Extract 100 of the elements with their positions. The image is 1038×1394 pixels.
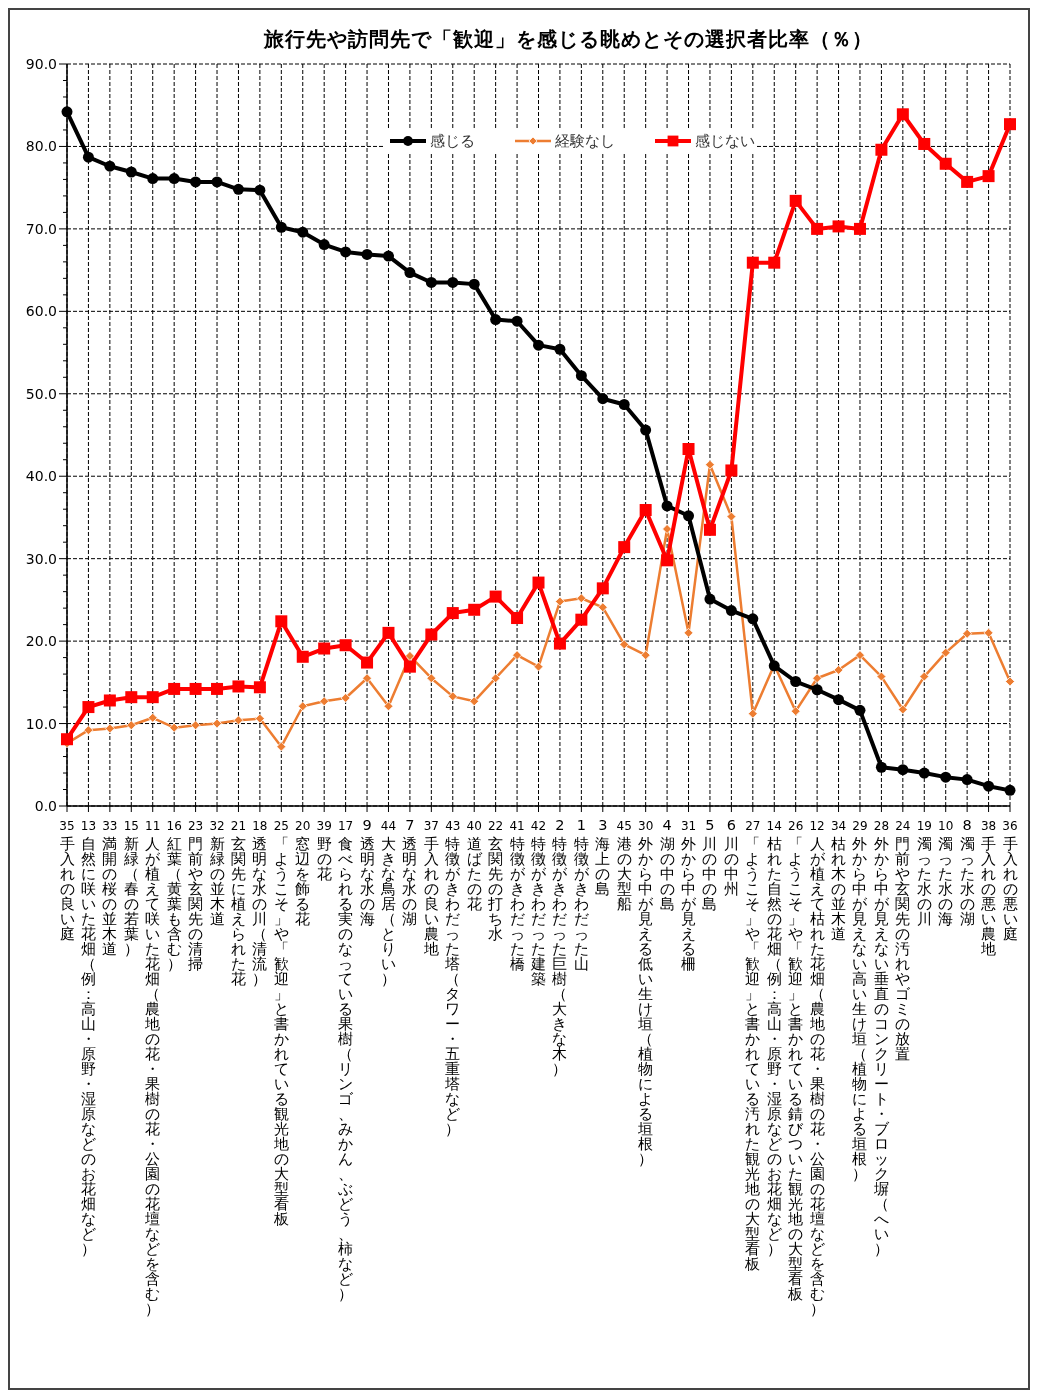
- point: [168, 173, 180, 185]
- point: [811, 222, 824, 235]
- point: [854, 704, 866, 716]
- category-label: 14 枯れた自然の花畑（例：高山・原野・湿原などのお花畑など）: [766, 819, 782, 1257]
- point: [725, 605, 737, 617]
- point: [746, 256, 759, 269]
- category-label: 21 玄関先に植えられた花: [230, 819, 247, 987]
- x-tick-label: 19 濁った水の川: [916, 819, 932, 927]
- point: [318, 642, 331, 655]
- point: [876, 671, 887, 682]
- point: [853, 222, 866, 235]
- category-label: 28 外から中が見えない垂直のコンクリート・ブロック塀（へい）: [873, 819, 890, 1257]
- point: [618, 541, 631, 554]
- point: [103, 694, 116, 707]
- point: [555, 596, 565, 607]
- x-tick-label: 8 濁った水の湖: [959, 817, 975, 927]
- point: [897, 704, 908, 715]
- category-label: 15 新緑（春の若葉）: [123, 819, 139, 957]
- point: [747, 708, 758, 719]
- point: [640, 424, 652, 436]
- point: [232, 680, 245, 693]
- point: [940, 771, 952, 783]
- point: [468, 278, 480, 290]
- point: [1005, 676, 1015, 687]
- point: [597, 602, 608, 613]
- category-label: 13 自然に咲いた花畑（例：高山・原野・湿原などのお花畑など）: [80, 819, 97, 1257]
- point: [961, 774, 973, 786]
- point: [147, 712, 158, 723]
- category-label: 18 透明な水の川（清流）: [252, 819, 268, 987]
- x-tick-label: 36 手入れの悪い庭: [1001, 819, 1018, 942]
- x-tick-label: 6 川の中州: [723, 817, 739, 897]
- category-label: 27 「ようこそ」や「歓迎」と書かれている汚れた観光地の大型看板: [745, 819, 761, 1272]
- point: [489, 590, 502, 603]
- point: [640, 650, 651, 661]
- point: [897, 764, 909, 776]
- x-tick-label: 10 濁った水の海: [938, 819, 954, 927]
- point: [1004, 784, 1016, 796]
- x-tick-label: 4 湖の中の島: [659, 817, 675, 912]
- point: [340, 693, 351, 703]
- point: [361, 656, 374, 669]
- point: [682, 443, 695, 456]
- x-tick-label: 40 道ばたの花: [466, 819, 483, 912]
- category-label: 2 特徴がきわだった巨樹（大きな木）: [552, 817, 568, 1077]
- point: [146, 691, 159, 704]
- point: [575, 613, 588, 626]
- point: [918, 137, 931, 150]
- category-label: 33 満開の桜の並木道: [102, 819, 118, 957]
- point: [382, 626, 395, 639]
- point: [662, 524, 672, 534]
- point: [425, 628, 438, 641]
- point: [790, 706, 801, 717]
- point: [619, 639, 630, 650]
- x-tick-label: 5 川の中の島: [702, 817, 718, 912]
- point: [983, 627, 994, 638]
- category-label: 11 人が植えて咲いた花畑（農地の花・果樹の花・公園の花壇などを含む）: [145, 819, 161, 1317]
- point: [618, 399, 630, 410]
- category-label: 12 人が植えて枯れた花畑（農地の花・果樹の花・公園の花壇などを含む）: [809, 819, 825, 1317]
- point: [126, 720, 137, 731]
- point: [319, 696, 330, 707]
- point: [104, 723, 115, 734]
- category-label: 42 特徴がきわだった建築: [530, 819, 547, 987]
- point: [275, 615, 288, 628]
- point: [405, 651, 415, 661]
- point: [490, 314, 502, 326]
- point: [961, 175, 974, 188]
- point: [125, 166, 137, 178]
- point: [982, 170, 995, 183]
- point: [962, 628, 973, 639]
- point: [61, 733, 73, 746]
- point: [596, 582, 609, 595]
- category-label: 31 外から中が見える柵: [680, 819, 697, 972]
- point: [896, 108, 909, 121]
- point: [296, 650, 309, 663]
- x-tick-label: 32 新緑の並木道: [208, 819, 225, 927]
- point: [725, 464, 738, 477]
- y-tick-label: 20.0: [25, 633, 57, 650]
- point: [639, 504, 652, 517]
- point: [705, 459, 715, 470]
- point: [276, 741, 287, 752]
- point: [297, 701, 308, 712]
- point: [661, 554, 674, 567]
- point: [833, 665, 844, 675]
- point: [768, 256, 781, 269]
- y-tick-label: 10.0: [25, 715, 57, 732]
- x-tick-label: 35 手入れの良い庭: [59, 819, 75, 942]
- point: [254, 184, 266, 196]
- x-tick-label: 9 透明な水の海: [359, 817, 375, 927]
- point: [61, 106, 73, 118]
- point: [875, 143, 888, 156]
- point: [683, 510, 695, 522]
- point: [340, 246, 352, 258]
- y-tick-label: 60.0: [25, 303, 57, 320]
- point: [426, 673, 437, 684]
- point: [490, 673, 501, 684]
- category-label: 44 大きな鳥居（とりい）: [380, 819, 397, 987]
- point: [790, 676, 802, 688]
- point: [211, 176, 223, 188]
- point: [703, 523, 716, 536]
- category-label: 38 手入れの悪い農地: [980, 819, 997, 957]
- x-tick-label: 34 枯れ木の並木道: [830, 819, 847, 942]
